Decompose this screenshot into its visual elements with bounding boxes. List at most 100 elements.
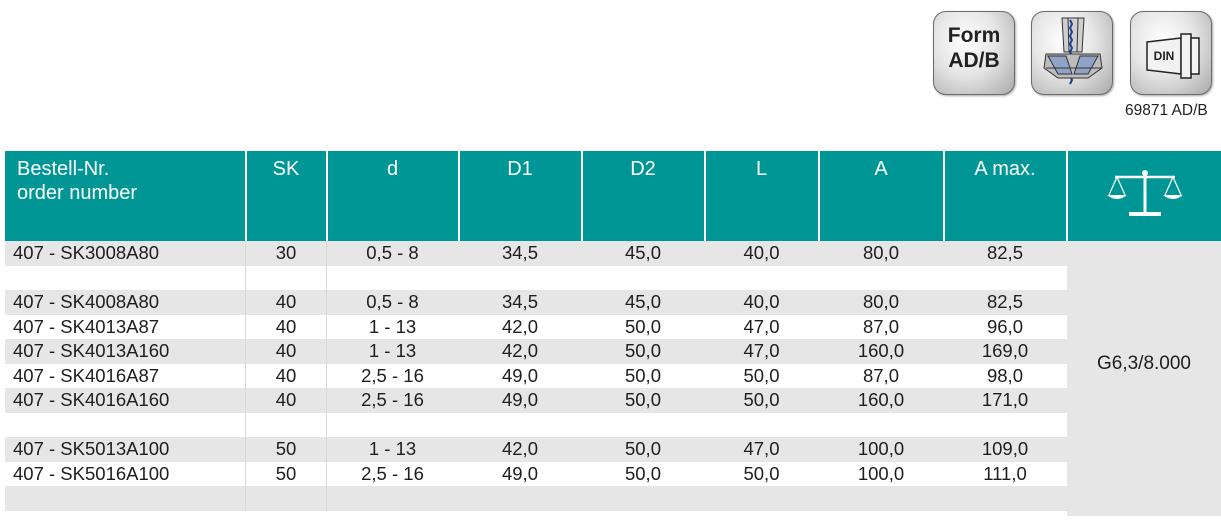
cell-sk: 40 <box>275 364 297 386</box>
cell-a-max: 111,0 <box>983 462 1027 484</box>
cell-order-number: 407 - SK3008A80 <box>13 242 160 263</box>
table-row: 407 - SK4013A160 40 1 - 13 42,0 50,0 47,… <box>5 339 1067 364</box>
header-d2: D2 <box>630 158 656 180</box>
cell-d: 2,5 - 16 <box>361 364 424 386</box>
cell-order-number: 407 - SK4013A160 <box>13 340 170 361</box>
header-order-number-de: Bestell-Nr. <box>17 158 110 180</box>
cell-a: 80,0 <box>862 291 899 312</box>
cell-d: 2,5 - 16 <box>361 462 424 484</box>
cell-d2: 45,0 <box>624 242 661 263</box>
header-a-max: A max. <box>974 158 1036 180</box>
balance-scale-icon <box>1106 170 1183 216</box>
cell-a-max: 82,5 <box>986 242 1023 263</box>
header-d1: D1 <box>507 158 533 180</box>
din-taper-graphic: DIN <box>1146 33 1200 79</box>
cell-l: 40,0 <box>743 291 780 312</box>
table-row-spacer <box>5 412 1067 437</box>
cell-l: 47,0 <box>743 438 780 459</box>
cell-a-max: 171,0 <box>981 389 1029 410</box>
cell-d: 1 - 13 <box>368 438 417 459</box>
cell-d2: 50,0 <box>624 438 661 459</box>
table-row: 407 - SK4008A80 40 0,5 - 8 34,5 45,0 40,… <box>5 290 1067 315</box>
cell-d1: 42,0 <box>501 315 538 337</box>
cell-a-max: 109,0 <box>981 438 1029 459</box>
cell-l: 50,0 <box>743 364 780 386</box>
table-row-spacer <box>5 265 1067 290</box>
cell-sk: 50 <box>275 462 297 484</box>
table-row: 407 - SK4016A87 40 2,5 - 16 49,0 50,0 50… <box>5 363 1067 388</box>
header-l: L <box>755 158 768 180</box>
cell-l: 50,0 <box>743 389 780 410</box>
cell-d: 0,5 - 8 <box>366 242 419 263</box>
table-row: 407 - SK3008A80 30 0,5 - 8 34,5 45,0 40,… <box>5 241 1067 266</box>
header-sk: SK <box>272 158 300 180</box>
table-row: 407 - SK4016A160 40 2,5 - 16 49,0 50,0 5… <box>5 388 1067 413</box>
cell-order-number: 407 - SK4013A87 <box>13 315 160 337</box>
cell-order-number: 407 - SK4016A87 <box>13 364 160 386</box>
cell-d1: 49,0 <box>501 389 538 410</box>
table-row: 407 - SK5016A100 50 2,5 - 16 49,0 50,0 5… <box>5 461 1067 486</box>
cell-sk: 50 <box>275 438 297 459</box>
cell-d2: 50,0 <box>624 462 661 484</box>
cell-d2: 50,0 <box>624 340 661 361</box>
cell-d: 2,5 - 16 <box>361 389 424 410</box>
cell-d1: 34,5 <box>501 242 538 263</box>
cell-sk: 40 <box>275 340 297 361</box>
din-norm-icon: DIN <box>1130 11 1212 95</box>
table-header: Bestell-Nr. order number SK d D1 D2 L A … <box>5 151 1221 241</box>
cell-sk: 40 <box>275 389 297 410</box>
column-divider <box>245 241 246 511</box>
cell-order-number: 407 - SK5016A100 <box>13 462 170 484</box>
cell-order-number: 407 - SK4016A160 <box>13 389 170 410</box>
form-icon-line2: AD/B <box>948 49 1000 72</box>
cell-l: 50,0 <box>743 462 780 484</box>
cell-a: 100,0 <box>857 438 905 459</box>
cell-a: 160,0 <box>857 389 905 410</box>
cell-order-number: 407 - SK4008A80 <box>13 291 160 312</box>
table-row: 407 - SK5013A100 50 1 - 13 42,0 50,0 47,… <box>5 437 1067 462</box>
cell-a: 100,0 <box>857 462 905 484</box>
cell-a: 87,0 <box>862 315 899 337</box>
cell-a-max: 98,0 <box>986 364 1023 386</box>
cell-a: 87,0 <box>862 364 899 386</box>
din-icon-label: DIN <box>1154 49 1175 63</box>
cell-d1: 49,0 <box>501 364 538 386</box>
form-ad-b-icon: Form AD/B <box>933 11 1015 95</box>
cell-a-max: 96,0 <box>986 315 1023 337</box>
cell-d: 1 - 13 <box>368 315 417 337</box>
cell-sk: 40 <box>275 291 297 312</box>
cell-a: 80,0 <box>862 242 899 263</box>
cell-a-max: 169,0 <box>981 340 1029 361</box>
tool-holder-section-icon <box>1031 11 1113 95</box>
cell-d: 0,5 - 8 <box>366 291 419 312</box>
header-order-number: Bestell-Nr. order number <box>5 151 245 241</box>
cell-l: 47,0 <box>743 340 780 361</box>
form-icon-line1: Form <box>947 24 1001 47</box>
cell-d2: 45,0 <box>624 291 661 312</box>
cell-a: 160,0 <box>857 340 905 361</box>
cell-l: 40,0 <box>743 242 780 263</box>
din-norm-number: 69871 AD/B <box>1125 102 1208 119</box>
cell-l: 47,0 <box>743 315 780 337</box>
cell-d1: 42,0 <box>501 438 538 459</box>
cell-d1: 42,0 <box>501 340 538 361</box>
balance-quality-value: G6,3/8.000 <box>1096 353 1192 374</box>
cell-a-max: 82,5 <box>986 291 1023 312</box>
cell-d2: 50,0 <box>624 315 661 337</box>
cell-sk: 30 <box>275 242 297 263</box>
balance-quality-cell: G6,3/8.000 <box>1067 241 1221 516</box>
header-d: d <box>386 158 399 180</box>
header-order-number-en: order number <box>17 182 138 204</box>
cell-sk: 40 <box>275 315 297 337</box>
cell-d: 1 - 13 <box>368 340 417 361</box>
header-balance <box>1068 151 1221 241</box>
column-divider <box>326 241 327 511</box>
cell-d2: 50,0 <box>624 364 661 386</box>
cell-d1: 49,0 <box>501 462 538 484</box>
cell-order-number: 407 - SK5013A100 <box>13 438 170 459</box>
cell-d1: 34,5 <box>501 291 538 312</box>
cell-d2: 50,0 <box>624 389 661 410</box>
table-row: 407 - SK4013A87 40 1 - 13 42,0 50,0 47,0… <box>5 314 1067 339</box>
tool-holder-section-graphic <box>1043 17 1103 85</box>
header-a: A <box>874 158 888 180</box>
